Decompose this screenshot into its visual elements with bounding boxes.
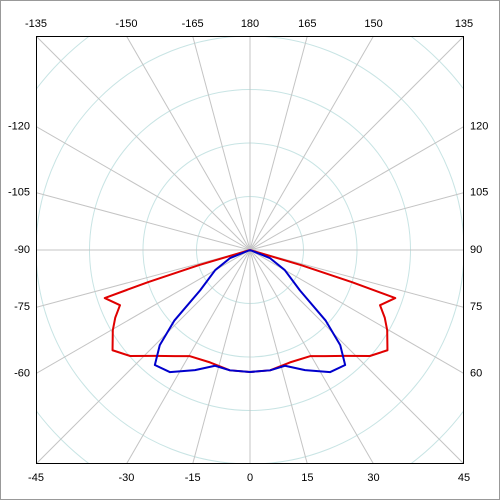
angle-label: -75 (14, 301, 30, 313)
angle-label: -15 (185, 472, 201, 484)
angle-label: -30 (118, 472, 134, 484)
plot-border (36, 36, 464, 464)
angle-label: 0 (247, 472, 253, 484)
grid-spoke (249, 36, 374, 251)
grid-spoke (192, 249, 251, 464)
angle-label: -120 (8, 120, 30, 132)
angle-label: -60 (14, 367, 30, 379)
grid-spoke (249, 249, 464, 464)
angle-label: -165 (182, 18, 204, 30)
angle-label: -135 (25, 18, 47, 30)
intensity-curve (153, 249, 347, 374)
angle-label: 60 (470, 367, 482, 379)
angle-label: 180 (241, 18, 259, 30)
angle-label: 135 (455, 18, 473, 30)
labels: -165-150-135-120-105-90-75-60-45 -30 -15 0 1… (8, 18, 488, 484)
grid-spoke (36, 249, 251, 464)
angle-label: -45 (28, 472, 44, 484)
grid-spoke (249, 192, 464, 251)
angle-label: 75 (470, 301, 482, 313)
angle-label: 165 (298, 18, 316, 30)
angle-label: 45 (458, 472, 470, 484)
angle-label: 120 (470, 120, 488, 132)
angle-label: 30 (367, 472, 379, 484)
grid-spoke (36, 192, 251, 251)
grid-spoke (192, 36, 251, 251)
grid-spoke (249, 36, 308, 251)
grid-spoke (249, 126, 464, 251)
grid-spoke (249, 249, 308, 464)
grid-spoke (36, 126, 251, 251)
angle-label: -150 (115, 18, 137, 30)
grid-spoke (126, 36, 251, 251)
angle-label: 150 (364, 18, 382, 30)
angle-label: 105 (470, 187, 488, 199)
grid-spoke (249, 36, 464, 251)
angle-label: -105 (8, 187, 30, 199)
curves (103, 249, 397, 374)
angle-label: 15 (301, 472, 313, 484)
angle-label: 90 (470, 244, 482, 256)
grid-spoke (36, 36, 251, 251)
angle-label: -90 (14, 244, 30, 256)
